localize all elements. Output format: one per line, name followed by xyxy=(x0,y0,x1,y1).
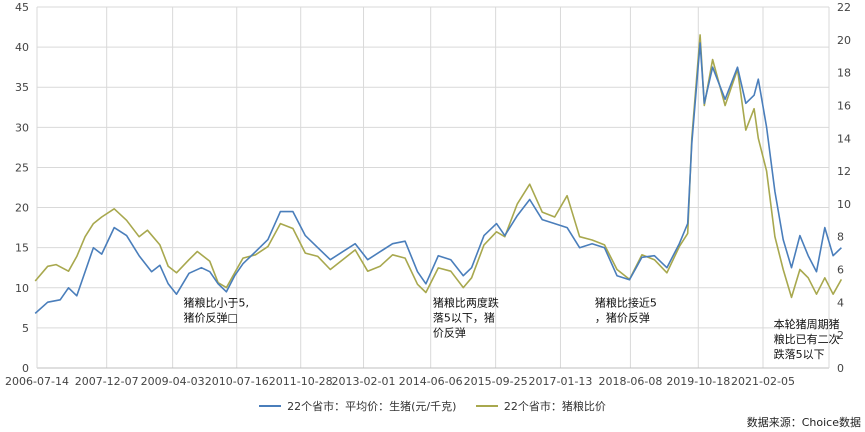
legend-swatch-price xyxy=(259,405,282,407)
annotation-4-line: 粮比已有二次 xyxy=(774,332,840,346)
annotation-2-line: 猪粮比两度跌 xyxy=(433,296,499,310)
annotation-1-line: 猪价反弹□ xyxy=(184,311,238,325)
y-right-tick-label: 18 xyxy=(837,67,851,80)
annotation-4-line: 本轮猪周期猪 xyxy=(774,317,840,331)
y-axis-left-ticks: 0 5 10 15 20 25 30 35 40 45 xyxy=(15,1,29,375)
x-tick-label: 2018-06-08 xyxy=(598,375,662,388)
y-right-tick-label: 6 xyxy=(837,264,844,277)
annotation-3-line: ，猪价反弹 xyxy=(595,311,650,325)
y-left-tick-label: 30 xyxy=(15,121,29,134)
x-tick-label: 2013-02-01 xyxy=(332,375,396,388)
series-line-price xyxy=(34,42,842,314)
chart-svg: 0 5 10 15 20 25 30 35 40 45 0 2 4 6 8 10 12 14 16 18 20 22 2… xyxy=(5,1,851,388)
legend-item-ratio[interactable]: 22个省市：猪粮比价 xyxy=(475,398,606,414)
y-left-tick-label: 5 xyxy=(22,322,29,335)
x-tick-label: 2006-07-14 xyxy=(5,375,69,388)
x-tick-label: 2019-10-18 xyxy=(666,375,730,388)
y-left-tick-label: 40 xyxy=(15,41,29,54)
y-right-tick-label: 16 xyxy=(837,99,851,112)
legend-label-price: 22个省市：平均价：生猪(元/千克) xyxy=(287,400,457,413)
y-left-tick-label: 0 xyxy=(22,362,29,375)
y-right-tick-label: 8 xyxy=(837,231,844,244)
x-tick-label: 2021-02-05 xyxy=(731,375,795,388)
x-tick-label: 2015-09-25 xyxy=(464,375,528,388)
x-axis-ticks: 2006-07-14 2007-12-07 2009-04-03 2010-07-16… xyxy=(5,375,795,388)
y-left-tick-label: 25 xyxy=(15,161,29,174)
annotation-3-line: 猪粮比接近5 xyxy=(595,296,657,310)
legend-swatch-ratio xyxy=(475,405,498,407)
annotation-2-line: 落5以下，猪 xyxy=(433,312,495,325)
y-right-tick-label: 10 xyxy=(837,198,851,211)
y-left-tick-label: 20 xyxy=(15,202,29,215)
legend: 22个省市：平均价：生猪(元/千克) 22个省市：猪粮比价 xyxy=(0,397,865,414)
legend-label-ratio: 22个省市：猪粮比价 xyxy=(503,400,606,413)
y-right-tick-label: 14 xyxy=(837,132,851,145)
x-tick-label: 2017-01-13 xyxy=(528,375,592,388)
y-right-tick-label: 22 xyxy=(837,1,851,14)
y-left-tick-label: 35 xyxy=(15,81,29,94)
series-line-ratio xyxy=(34,34,843,299)
y-right-tick-label: 2 xyxy=(837,329,844,342)
x-tick-label: 2007-12-07 xyxy=(75,375,139,388)
y-right-tick-label: 4 xyxy=(837,296,844,309)
axes xyxy=(36,7,830,369)
x-tick-label: 2011-10-28 xyxy=(269,375,333,388)
y-axis-right-ticks: 0 2 4 6 8 10 12 14 16 18 20 22 xyxy=(837,1,851,375)
legend-item-price[interactable]: 22个省市：平均价：生猪(元/千克) xyxy=(259,398,456,414)
annotation-1-line: 猪粮比小于5, xyxy=(184,296,250,310)
y-right-tick-label: 20 xyxy=(837,34,851,47)
y-left-tick-label: 45 xyxy=(15,1,29,14)
x-tick-label: 2014-06-06 xyxy=(399,375,463,388)
y-right-tick-label: 0 xyxy=(837,362,844,375)
annotation-2-line: 价反弹 xyxy=(433,326,466,340)
annotation-4-line: 跌落5以下 xyxy=(774,347,825,361)
x-tick-label: 2010-07-16 xyxy=(205,375,269,388)
y-left-tick-label: 10 xyxy=(15,282,29,295)
y-left-tick-label: 15 xyxy=(15,242,29,255)
x-tick-label: 2009-04-03 xyxy=(141,375,205,388)
series-lines xyxy=(34,34,843,314)
y-right-tick-label: 12 xyxy=(837,165,851,178)
source-note: 数据来源：Choice数据 xyxy=(746,416,861,429)
